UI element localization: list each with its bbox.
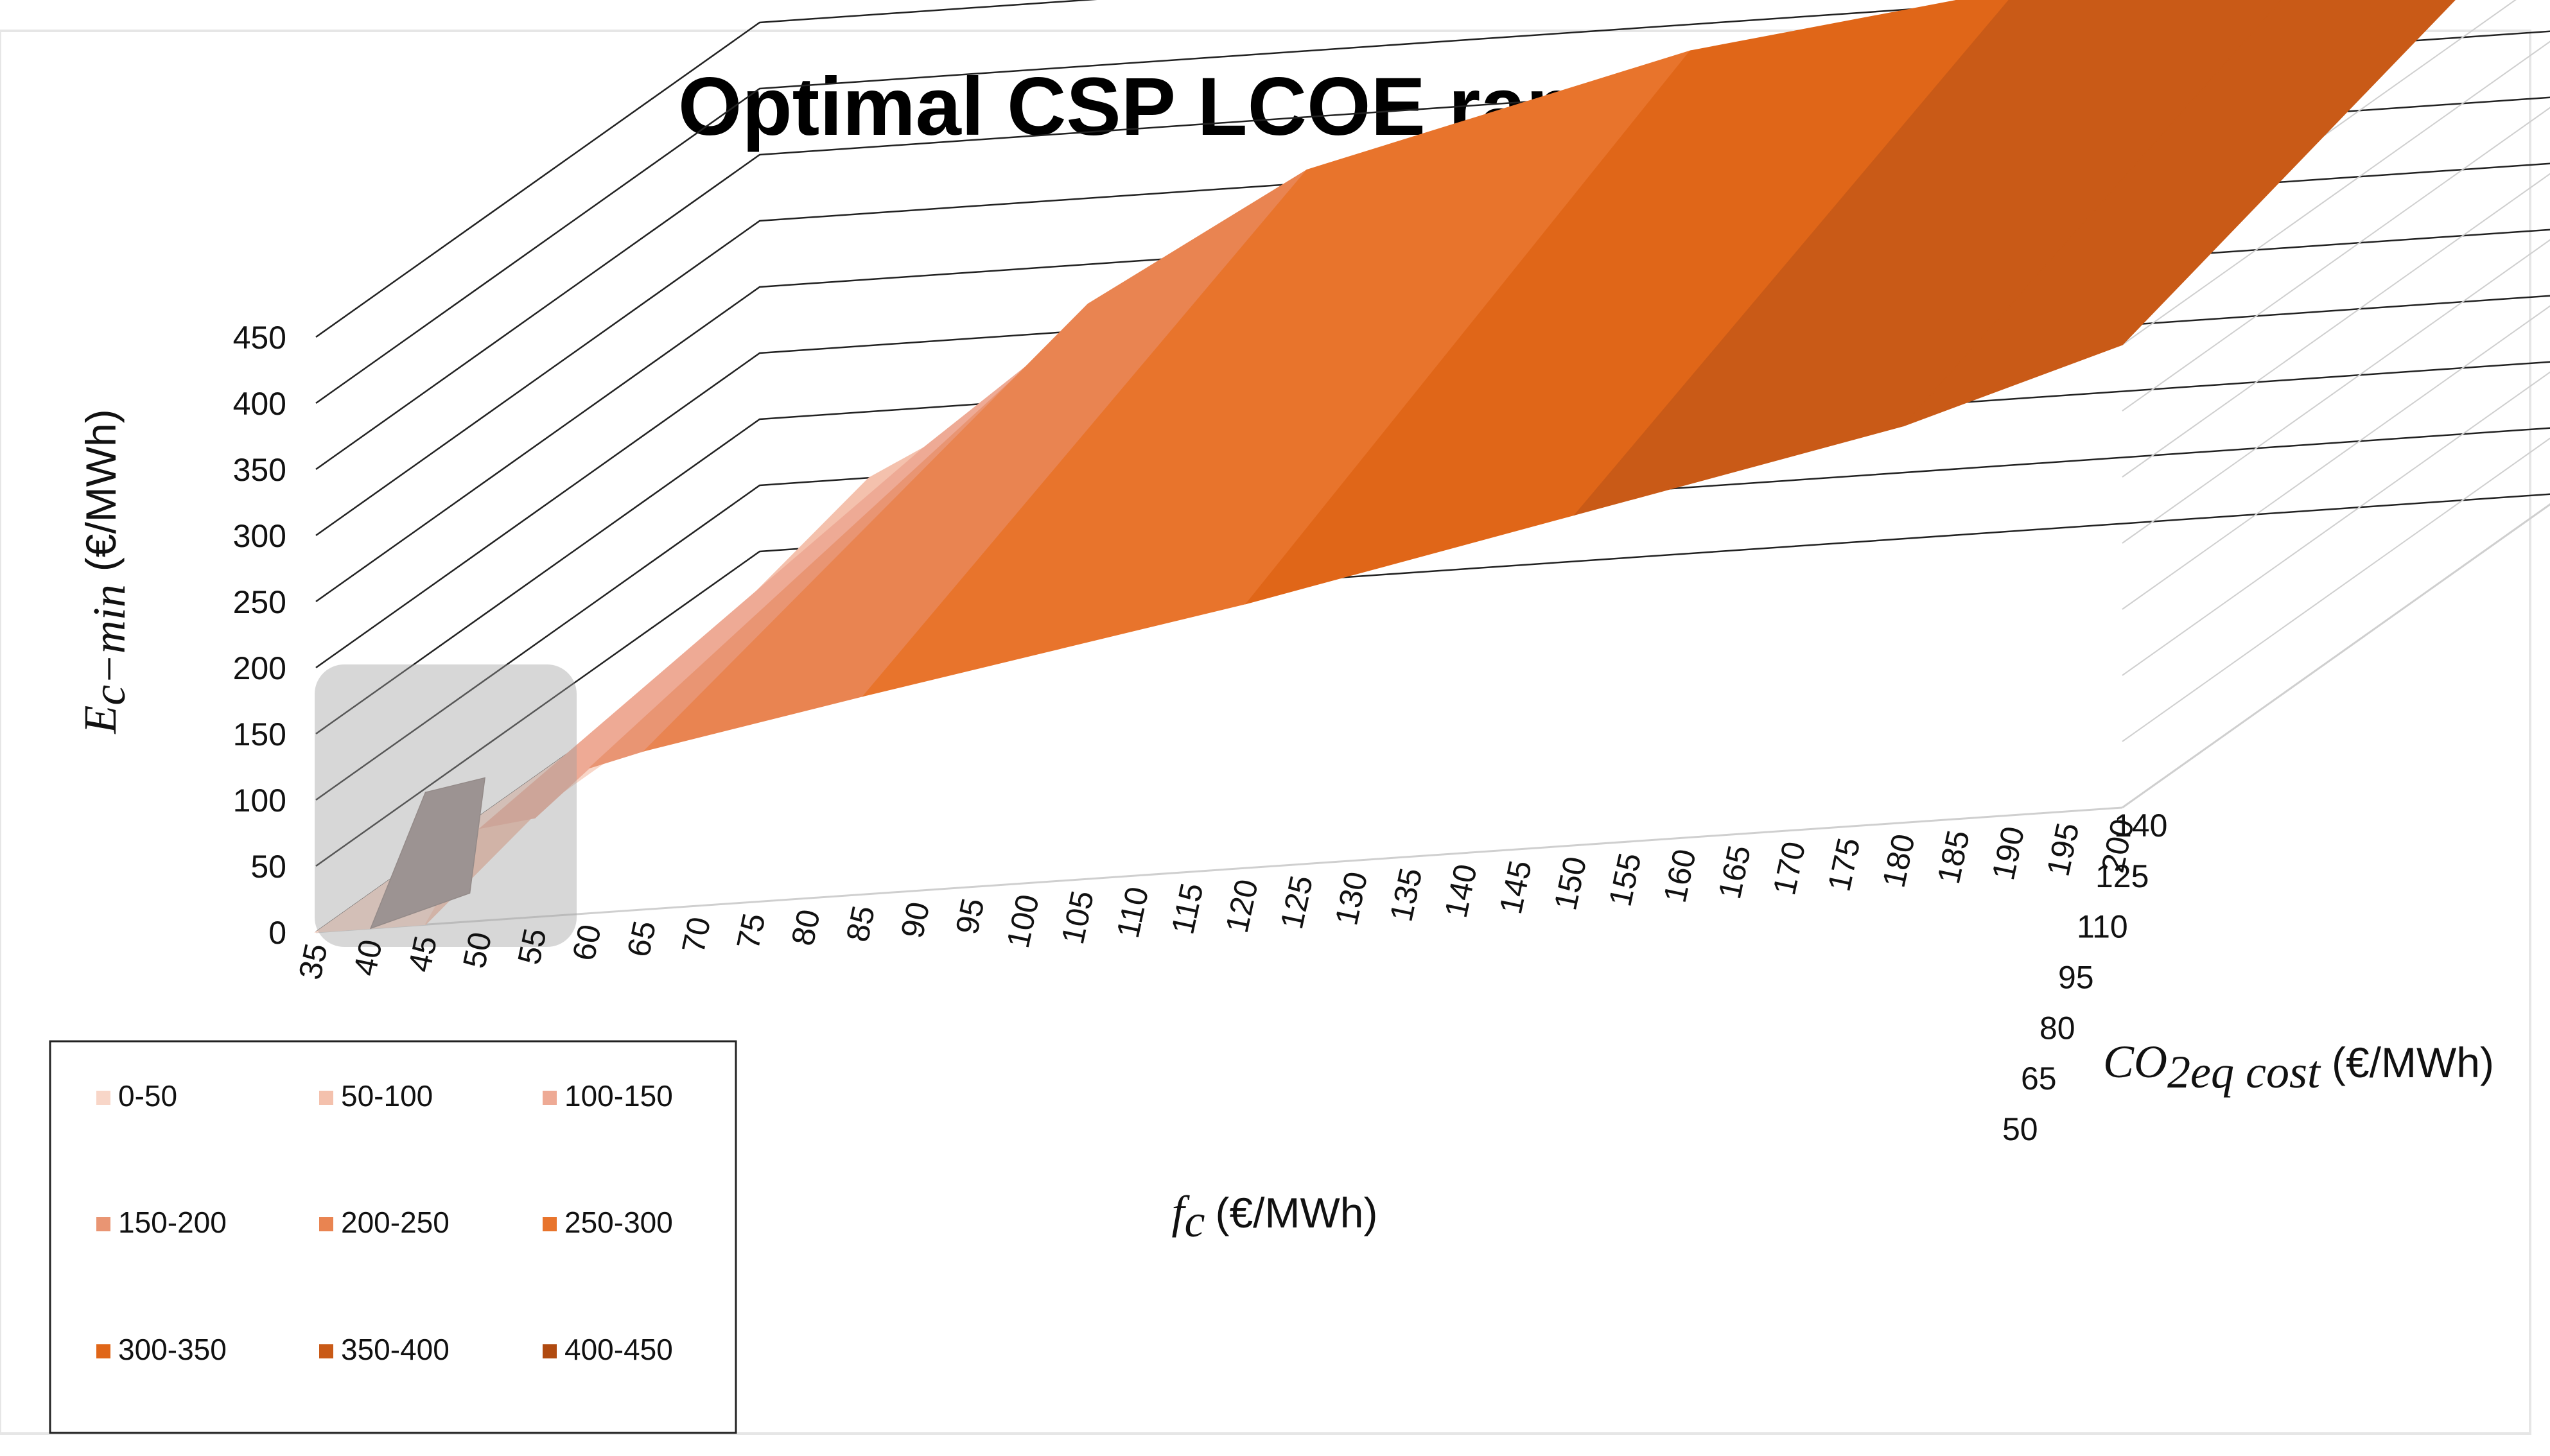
y-tick-80: 80	[2039, 1010, 2075, 1046]
x-tick-130: 130	[1328, 869, 1374, 928]
x-tick-180: 180	[1876, 831, 1922, 890]
x-tick-170: 170	[1766, 838, 1812, 898]
z-axis-label: Ec−min(€/MWh)	[74, 409, 135, 734]
gridline-450	[315, 0, 1097, 338]
z-tick-350: 350	[233, 452, 286, 488]
z-tick-200: 200	[233, 650, 286, 686]
side-gridline-300	[2122, 107, 2550, 412]
plot-frame	[0, 30, 2531, 1435]
y-axis-ticks: 50 65 80 95 110 125 140	[2002, 808, 2167, 1147]
y-tick-65: 65	[2021, 1061, 2057, 1096]
surface-ridge	[369, 777, 485, 930]
legend-label-150-200: 150-200	[118, 1206, 227, 1239]
x-tick-140: 140	[1438, 861, 1484, 921]
z-tick-50: 50	[250, 849, 286, 885]
x-tick-125: 125	[1273, 872, 1320, 932]
legend-swatch-100-150	[543, 1091, 557, 1105]
gridline-50	[315, 427, 2550, 867]
x-tick-135: 135	[1383, 865, 1429, 924]
x-tick-50: 50	[456, 929, 498, 971]
x-tick-85: 85	[839, 903, 882, 945]
surface-plot	[314, 0, 2456, 933]
x-tick-75: 75	[729, 910, 772, 953]
highlight-box	[315, 664, 577, 947]
legend-label-400-450: 400-450	[564, 1333, 673, 1366]
legend-label-200-250: 200-250	[341, 1206, 450, 1239]
y-tick-125: 125	[2095, 858, 2149, 894]
z-tick-400: 400	[233, 386, 286, 422]
side-gridline-100	[2122, 371, 2550, 676]
x-tick-145: 145	[1492, 857, 1539, 917]
side-gridline-200	[2122, 239, 2550, 544]
x-tick-35: 35	[292, 940, 334, 983]
x-tick-115: 115	[1164, 880, 1210, 938]
legend-label-100-150: 100-150	[564, 1079, 673, 1113]
legend-swatch-200-250	[319, 1217, 333, 1231]
x-tick-65: 65	[620, 917, 663, 960]
legend-swatch-0-50	[96, 1091, 110, 1105]
legend-swatch-300-350	[96, 1344, 110, 1358]
x-tick-55: 55	[511, 925, 553, 967]
legend-label-250-300: 250-300	[564, 1206, 673, 1239]
x-tick-150: 150	[1547, 853, 1593, 913]
x-tick-100: 100	[1000, 891, 1046, 951]
x-tick-40: 40	[347, 937, 389, 979]
y-tick-50: 50	[2002, 1111, 2038, 1147]
x-tick-195: 195	[2039, 820, 2086, 880]
x-tick-160: 160	[1657, 846, 1703, 906]
x-axis-label: fc (€/MWh)	[1172, 1186, 1378, 1247]
side-gridline-350	[2122, 40, 2550, 345]
legend-box	[49, 1040, 737, 1434]
x-tick-190: 190	[1985, 823, 2031, 883]
legend: 0-50 50-100 100-150 150-200 200-250 250-300 30…	[49, 1040, 737, 1434]
legend-label-300-350: 300-350	[118, 1333, 227, 1366]
side-gridline-50	[2122, 437, 2550, 742]
x-tick-110: 110	[1110, 883, 1155, 941]
z-tick-0: 0	[268, 915, 286, 951]
z-tick-150: 150	[233, 716, 286, 752]
surface-segment-180-200	[1903, 0, 2456, 427]
x-tick-155: 155	[1602, 850, 1648, 910]
y-tick-140: 140	[2114, 808, 2167, 844]
legend-swatch-250-300	[543, 1217, 557, 1231]
x-tick-120: 120	[1219, 876, 1265, 936]
legend-label-0-50: 0-50	[118, 1079, 177, 1113]
x-tick-95: 95	[948, 895, 991, 937]
legend-swatch-150-200	[96, 1217, 110, 1231]
legend-label-350-400: 350-400	[341, 1333, 450, 1366]
x-axis-line	[315, 806, 2123, 933]
legend-swatch-400-450	[543, 1344, 557, 1358]
legend-swatch-50-100	[319, 1091, 333, 1105]
x-tick-185: 185	[1930, 827, 1977, 887]
z-tick-100: 100	[233, 783, 286, 819]
x-tick-70: 70	[675, 914, 717, 956]
x-tick-45: 45	[401, 933, 444, 975]
x-tick-165: 165	[1711, 842, 1758, 902]
side-gridline-250	[2122, 173, 2550, 478]
floor-axes	[315, 503, 2550, 933]
legend-swatch-350-400	[319, 1344, 333, 1358]
x-tick-80: 80	[785, 906, 827, 949]
x-tick-175: 175	[1821, 835, 1867, 894]
z-tick-450: 450	[233, 320, 286, 356]
x-tick-60: 60	[566, 921, 608, 964]
x-tick-90: 90	[894, 899, 936, 941]
z-tick-250: 250	[233, 584, 286, 620]
surface-segment-150-180	[1573, 0, 2283, 516]
y-axis-line	[2122, 503, 2550, 809]
side-gridline-150	[2122, 305, 2550, 610]
z-axis-ticks: 0 50 100 150 200 250 300 350 400 450	[233, 320, 286, 951]
surface-segment-120-150	[1245, 0, 2010, 605]
z-tick-300: 300	[233, 518, 286, 554]
x-tick-105: 105	[1054, 887, 1101, 947]
y-tick-95: 95	[2058, 960, 2094, 996]
legend-label-50-100: 50-100	[341, 1079, 433, 1113]
y-tick-110: 110	[2077, 909, 2128, 945]
y-axis-label: CO2eq cost (€/MWh)	[2103, 1036, 2494, 1098]
